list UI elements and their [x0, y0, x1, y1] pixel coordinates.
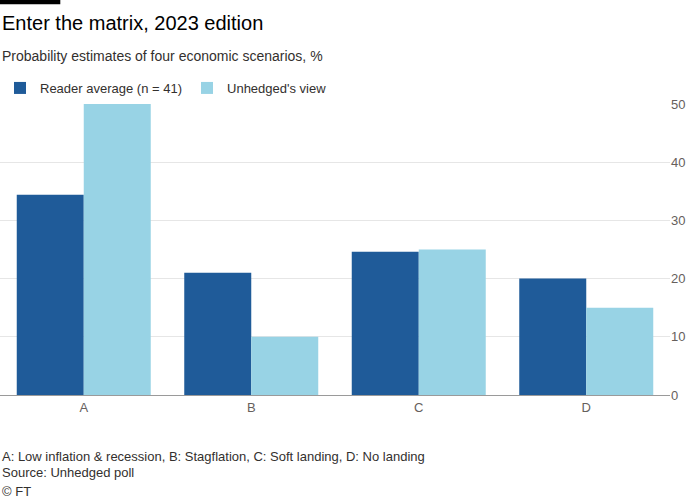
svg-text:Unhedged's view: Unhedged's view: [227, 81, 326, 96]
svg-text:B: B: [247, 400, 256, 415]
svg-text:C: C: [414, 400, 423, 415]
svg-text:© FT: © FT: [2, 484, 31, 499]
svg-text:50: 50: [671, 97, 685, 112]
svg-text:30: 30: [671, 213, 685, 228]
svg-text:Reader average (n = 41): Reader average (n = 41): [40, 81, 182, 96]
svg-text:Source: Unhedged poll: Source: Unhedged poll: [2, 465, 134, 480]
svg-text:40: 40: [671, 155, 685, 170]
svg-text:D: D: [582, 400, 591, 415]
svg-text:10: 10: [671, 329, 685, 344]
svg-text:A: Low inflation & recession,: A: Low inflation & recession, B: Stagfla…: [2, 449, 425, 464]
svg-text:Enter the matrix, 2023 edition: Enter the matrix, 2023 edition: [2, 12, 263, 34]
svg-text:Probability estimates of four: Probability estimates of four economic s…: [2, 48, 323, 64]
svg-text:0: 0: [671, 388, 678, 403]
svg-text:20: 20: [671, 271, 685, 286]
svg-text:A: A: [79, 400, 88, 415]
